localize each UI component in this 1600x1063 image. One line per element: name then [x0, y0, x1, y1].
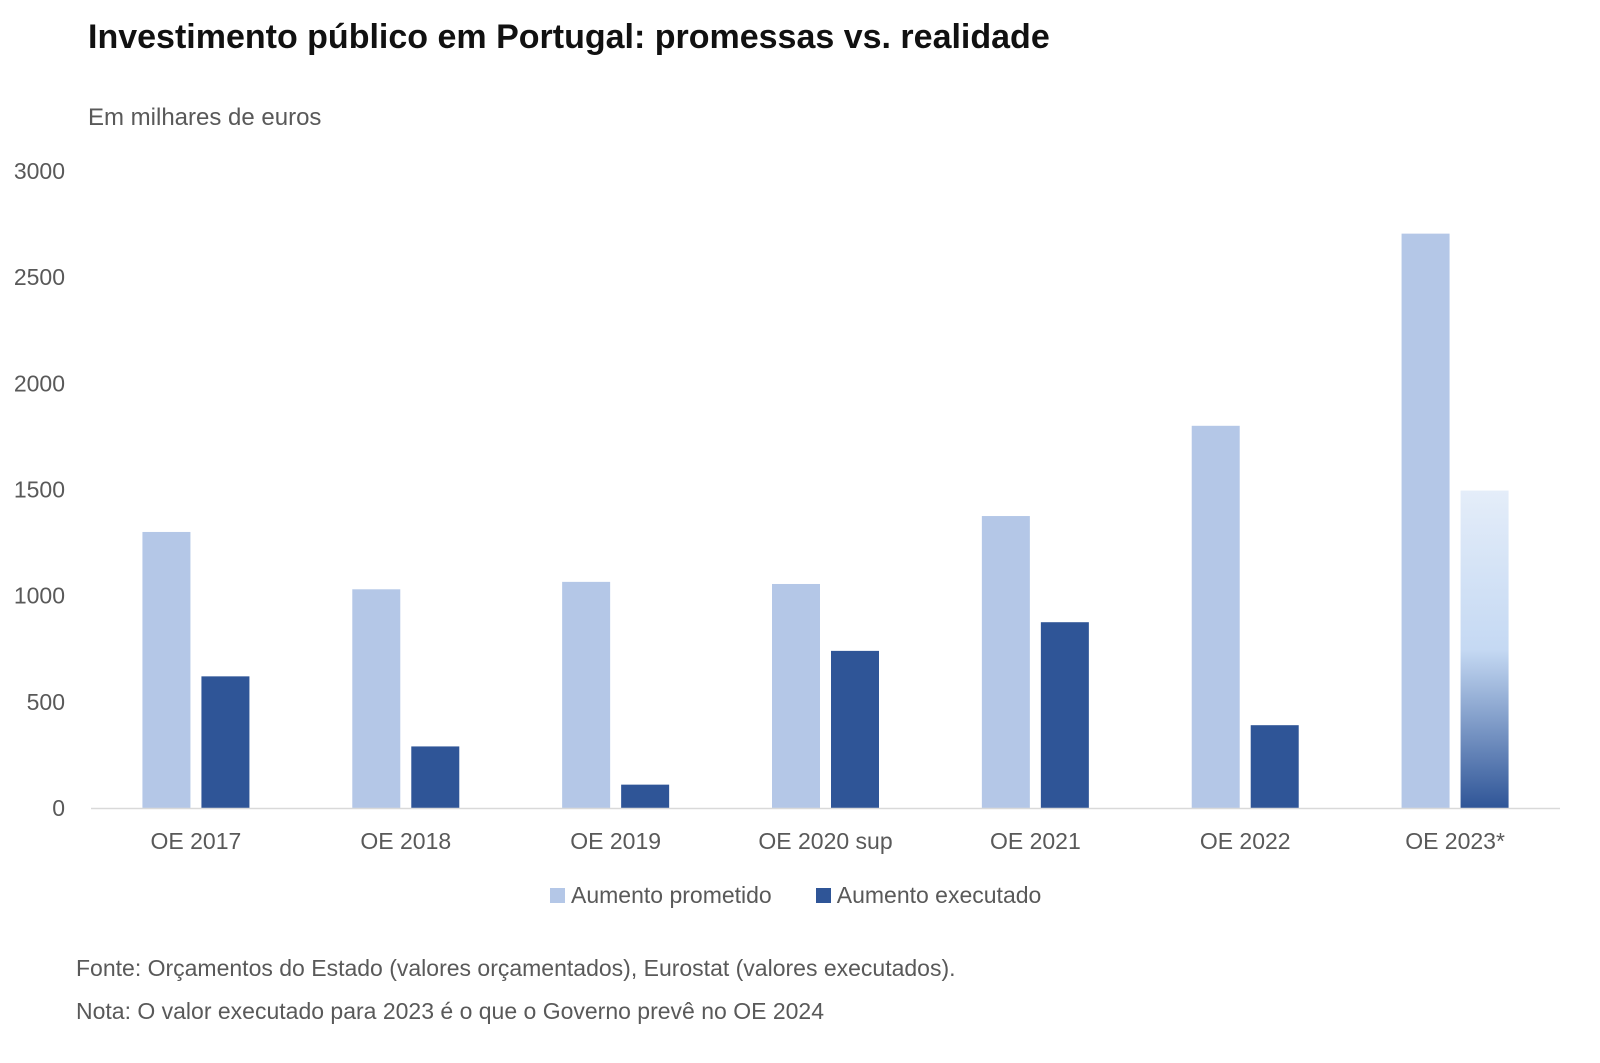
y-tick-label: 2500	[14, 264, 65, 290]
legend-swatch-promised	[550, 888, 565, 903]
chart-title: Investimento público em Portugal: promes…	[88, 18, 1050, 56]
legend: Aumento prometido Aumento executado	[550, 882, 1041, 909]
legend-label-executed: Aumento executado	[836, 882, 1042, 908]
x-tick-label: OE 2017	[151, 828, 242, 854]
bar-promised	[1401, 233, 1450, 809]
x-tick-label: OE 2019	[570, 828, 661, 854]
bar-promised	[352, 589, 401, 808]
x-tick-label: OE 2022	[1200, 828, 1291, 854]
bar-executed	[411, 746, 460, 808]
footnote: Nota: O valor executado para 2023 é o qu…	[76, 998, 824, 1024]
bar-executed	[621, 784, 670, 808]
bar-executed	[1250, 725, 1299, 808]
legend-item-promised: Aumento prometido	[550, 882, 772, 909]
y-tick-label: 500	[27, 689, 65, 715]
bar-promised	[981, 516, 1030, 808]
bar-executed	[201, 676, 250, 808]
y-tick-label: 3000	[14, 158, 65, 184]
x-tick-label: OE 2021	[990, 828, 1081, 854]
bar-executed	[1040, 622, 1089, 808]
bar-promised	[772, 583, 820, 808]
x-tick-label: OE 2020 sup	[758, 828, 892, 854]
bar-promised	[1191, 425, 1240, 808]
legend-label-promised: Aumento prometido	[571, 882, 772, 908]
x-tick-label: OE 2018	[360, 828, 451, 854]
chart-subtitle: Em milhares de euros	[88, 104, 322, 131]
y-tick-label: 1000	[14, 583, 65, 609]
bar-executed	[831, 650, 879, 808]
y-tick-label: 2000	[14, 370, 65, 396]
bar-promised	[142, 531, 191, 808]
legend-item-executed: Aumento executado	[815, 882, 1042, 909]
legend-swatch-executed	[815, 888, 831, 903]
x-axis-ticks: OE 2017 OE 2018 OE 2019 OE 2020 sup OE 2021 O…	[151, 828, 1505, 854]
source-note: Fonte: Orçamentos do Estado (valores orç…	[76, 955, 956, 981]
bars	[142, 233, 1509, 809]
y-axis-ticks: 0 500 1000 1500 2000 2500 3000	[14, 158, 65, 821]
bar-executed	[1460, 490, 1509, 808]
y-tick-label: 1500	[14, 477, 65, 503]
x-tick-label: OE 2023*	[1405, 828, 1505, 854]
bar-promised	[562, 581, 611, 808]
y-tick-label: 0	[52, 795, 65, 821]
